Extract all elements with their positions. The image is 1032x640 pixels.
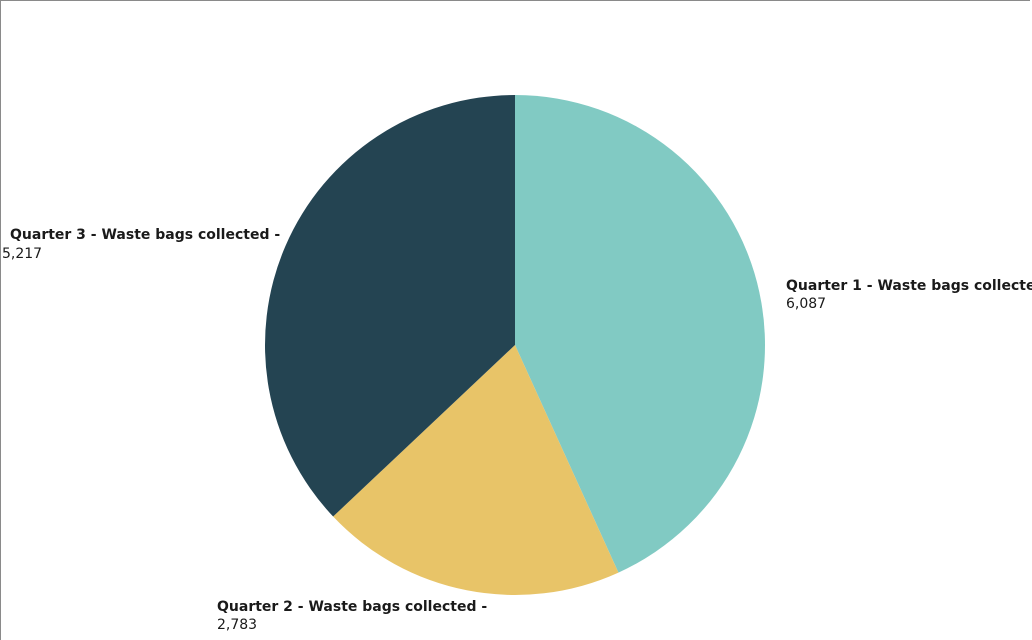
slice-label-quarter-1: Quarter 1 - Waste bags collected - xyxy=(786,278,1032,294)
slice-value-quarter-3: 5,217 xyxy=(2,246,42,262)
pie-slice-quarter-1[interactable] xyxy=(515,95,766,573)
pie-slices xyxy=(265,95,766,595)
pie-slice-quarter-2[interactable] xyxy=(333,345,619,595)
slice-value-quarter-1: 6,087 xyxy=(786,296,826,312)
slice-label-quarter-2: Quarter 2 - Waste bags collected - xyxy=(217,599,487,615)
slice-label-quarter-3: Quarter 3 - Waste bags collected - xyxy=(10,227,280,243)
slice-labels: Quarter 1 - Waste bags collected - 6,087… xyxy=(2,227,1032,633)
pie-slice-quarter-3[interactable] xyxy=(265,95,515,517)
slice-value-quarter-2: 2,783 xyxy=(217,617,257,633)
